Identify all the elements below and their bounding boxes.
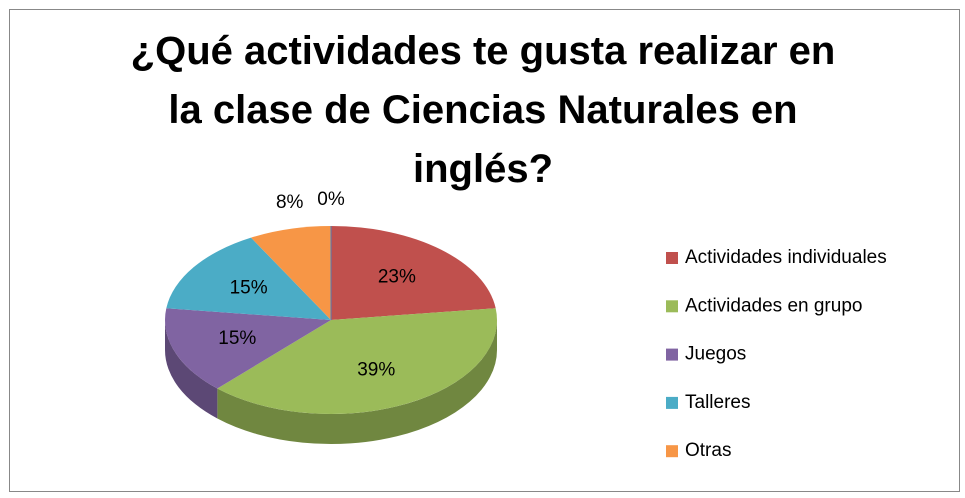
pie-slice xyxy=(165,308,331,389)
legend-label: Otras xyxy=(685,440,731,461)
data-label: 39% xyxy=(357,359,395,380)
pie-side xyxy=(217,320,497,444)
legend-swatch xyxy=(666,445,678,458)
pie-slice xyxy=(331,226,496,320)
data-label: 15% xyxy=(230,277,268,298)
data-label: 15% xyxy=(218,328,256,349)
legend-label: Juegos xyxy=(685,344,746,365)
legend-label: Actividades en grupo xyxy=(685,295,862,316)
legend-swatch xyxy=(666,300,678,313)
pie-slice xyxy=(166,237,331,320)
pie-slice xyxy=(217,308,497,414)
legend-swatch xyxy=(666,396,678,409)
data-label: 8% xyxy=(276,192,304,213)
chart-border xyxy=(9,9,960,492)
data-label: 0% xyxy=(317,189,345,210)
legend-swatch xyxy=(666,348,678,361)
data-label: 23% xyxy=(378,267,416,288)
legend-swatch xyxy=(666,252,678,264)
legend-label: Actividades individuales xyxy=(685,247,887,268)
legend-label: Talleres xyxy=(685,392,750,413)
pie-slice xyxy=(251,226,331,320)
chart-title: ¿Qué actividades te gusta realizar en la… xyxy=(130,29,836,191)
pie-side xyxy=(165,320,218,419)
